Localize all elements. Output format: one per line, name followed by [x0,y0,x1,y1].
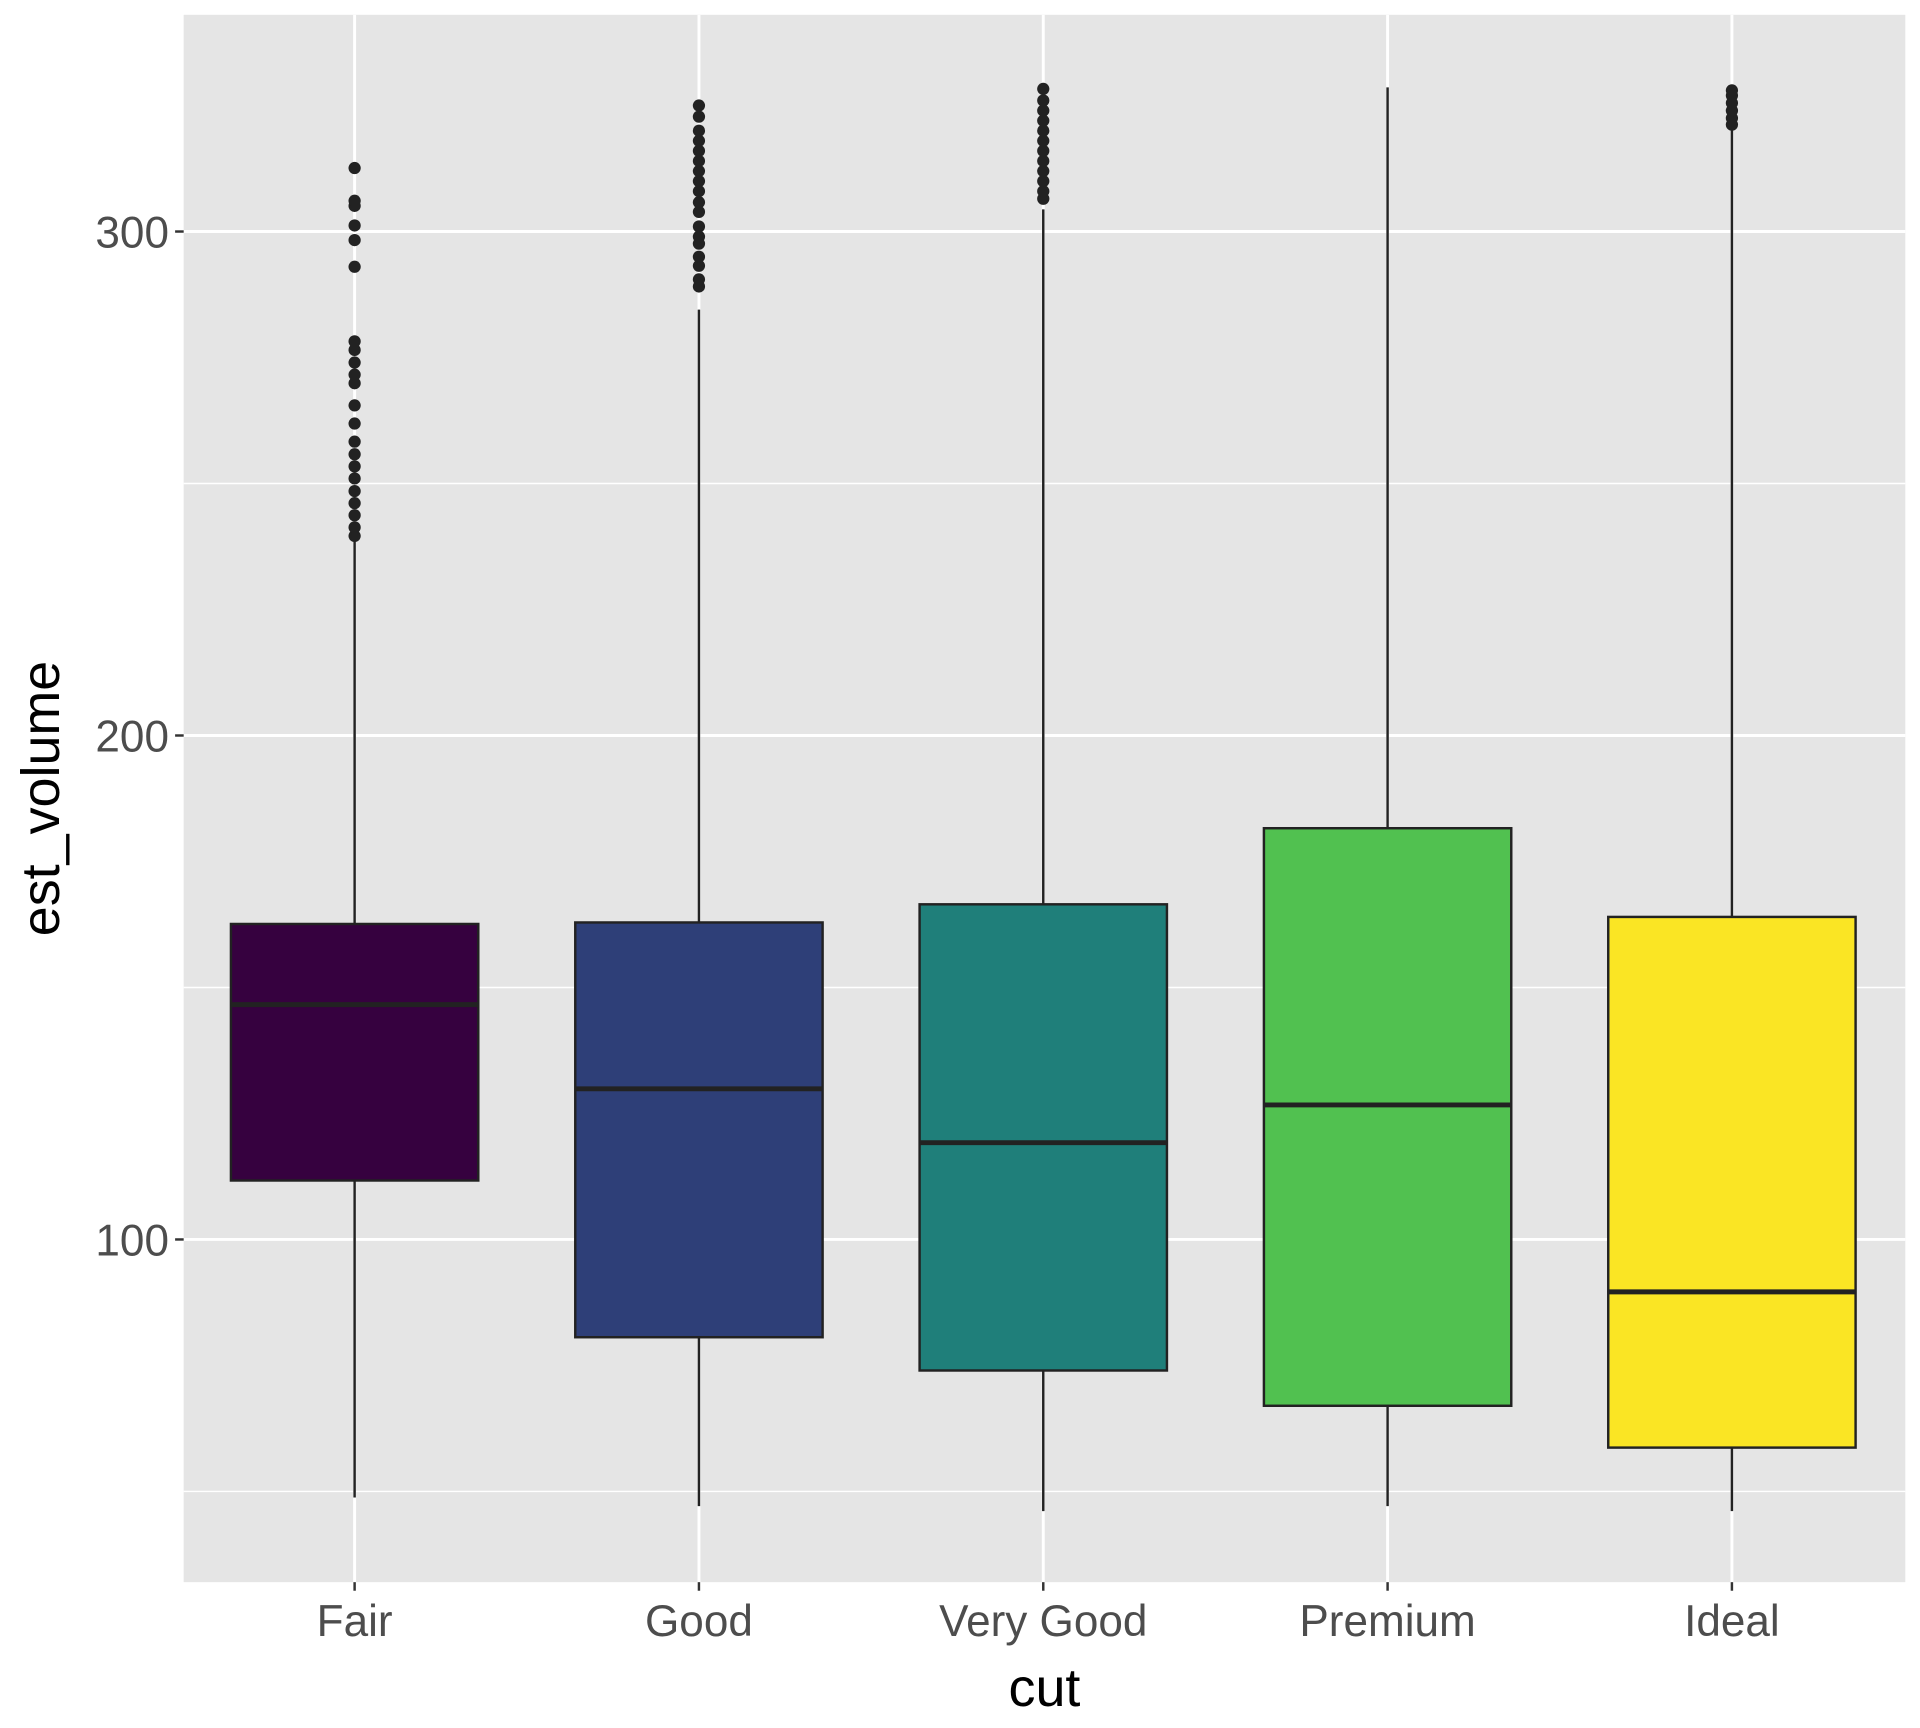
outlier-point [1037,185,1050,198]
outlier-point [1037,144,1050,158]
boxes [229,82,1857,1512]
x-tick-label: Premium [1299,1597,1475,1646]
outlier-point [1037,134,1050,147]
outlier-point [348,343,361,357]
outlier-point [348,260,361,273]
outlier-point [348,335,361,348]
iqr-box [918,903,1169,1372]
outlier-point [1037,104,1050,117]
outlier-point [348,460,361,473]
outlier-point [348,435,361,448]
iqr-box [574,921,824,1339]
box-fair [229,161,480,1498]
iqr-box [229,922,480,1182]
outlier-point [348,368,361,381]
outlier-point [1037,124,1050,137]
outlier-point [1037,94,1050,107]
iqr-box [1607,915,1857,1449]
outlier-point [692,196,706,209]
box-premium [1262,87,1513,1507]
x-tick-label: Fair [317,1597,393,1646]
outlier-point [348,497,361,510]
iqr-box [1262,826,1513,1407]
x-tick-label: Ideal [1684,1597,1780,1646]
outlier-point [692,110,706,123]
y-tick-label: 200 [95,712,169,761]
outlier-point [348,448,361,461]
outlier-point [348,399,361,412]
x-tick-label: Good [645,1597,753,1646]
outlier-point [692,164,706,178]
outlier-point [1037,154,1050,168]
outlier-point [348,529,361,543]
outlier-point [348,233,361,247]
outlier-point [348,356,361,369]
outlier-point [348,377,361,390]
outlier-point [692,134,706,147]
outlier-point [348,219,361,232]
outlier-point [692,220,706,233]
y-tick-label: 100 [95,1216,169,1265]
outlier-point [692,250,706,263]
outlier-point [348,194,361,207]
box-good [574,99,824,1507]
x-axis-title: cut [1009,1658,1081,1718]
outlier-point [348,161,361,175]
outlier-point [692,259,706,272]
outlier-point [348,472,361,485]
outlier-point [348,521,361,534]
box-very-good [918,82,1169,1512]
outlier-point [1037,164,1050,178]
outlier-point [348,484,361,498]
outlier-point [348,417,361,430]
outlier-point [348,509,361,522]
outlier-point [692,144,706,158]
outlier-point [1037,114,1050,127]
outlier-point [1725,84,1739,97]
x-tick-label: Very Good [939,1597,1147,1646]
outlier-point [692,99,706,112]
outlier-point [692,175,706,188]
box-ideal [1607,84,1857,1512]
outlier-point [692,124,706,137]
outlier-point [692,273,706,286]
axes: 100 200 300 Fair Good Very Good Premium Ideal [95,208,1779,1646]
outlier-point [692,230,706,243]
outlier-point [692,154,706,168]
outlier-point [1037,82,1050,96]
outlier-point [692,185,706,198]
y-axis-title: est_volume [11,661,71,936]
outlier-point [1037,175,1050,188]
outlier-point [692,205,706,218]
y-tick-label: 300 [95,208,169,257]
